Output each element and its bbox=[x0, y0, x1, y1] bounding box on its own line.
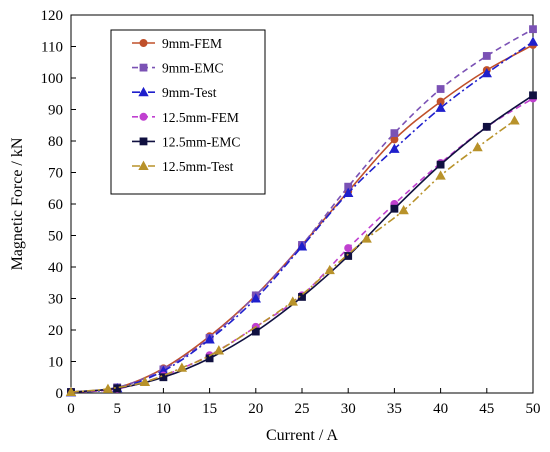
y-tick-label: 90 bbox=[48, 103, 63, 119]
y-tick-label: 60 bbox=[48, 197, 63, 213]
data-point bbox=[102, 383, 114, 393]
data-point bbox=[344, 252, 353, 260]
y-tick-label: 20 bbox=[48, 323, 63, 339]
y-tick-label: 0 bbox=[56, 386, 64, 402]
legend-label: 12.5mm-FEM bbox=[162, 110, 239, 125]
legend-marker bbox=[138, 160, 149, 171]
x-axis-ticks: 0 5 10 15 20 25 30 35 40 45 50 bbox=[67, 388, 541, 417]
legend-marker bbox=[139, 112, 148, 121]
legend-label: 12.5mm-Test bbox=[162, 159, 234, 174]
x-tick-label: 20 bbox=[248, 401, 263, 417]
series-12.5mm-Test bbox=[65, 115, 520, 397]
data-point bbox=[324, 264, 335, 275]
legend: 9mm-FEM 9mm-EMC 9mm-Test 12.5mm-FEM 12.5mm-E… bbox=[110, 29, 266, 195]
y-tick-label: 120 bbox=[41, 8, 64, 24]
data-point bbox=[436, 85, 445, 93]
data-point bbox=[529, 25, 537, 34]
data-point bbox=[251, 327, 260, 336]
y-tick-label: 10 bbox=[48, 355, 63, 371]
data-point bbox=[296, 241, 308, 251]
y-tick-label: 80 bbox=[48, 134, 63, 150]
legend-label: 9mm-FEM bbox=[162, 36, 222, 51]
data-point bbox=[435, 170, 446, 180]
y-tick-label: 40 bbox=[48, 260, 63, 276]
y-axis-ticks: 0 10 20 30 40 50 60 70 80 90 100 110 120 bbox=[41, 8, 76, 402]
data-point bbox=[344, 244, 353, 253]
data-point bbox=[250, 293, 261, 303]
data-point bbox=[390, 204, 399, 213]
x-tick-label: 25 bbox=[295, 401, 310, 417]
y-tick-label: 100 bbox=[41, 71, 64, 87]
data-point bbox=[204, 334, 215, 344]
data-point bbox=[343, 187, 354, 197]
legend-label: 12.5mm-EMC bbox=[162, 134, 240, 149]
data-point bbox=[113, 384, 122, 393]
y-tick-label: 70 bbox=[48, 166, 63, 182]
y-axis-label: Magnetic Force / kN bbox=[9, 137, 26, 270]
data-point bbox=[529, 91, 537, 100]
y-tick-label: 110 bbox=[41, 40, 63, 56]
data-point bbox=[398, 204, 409, 215]
y-tick-label: 30 bbox=[48, 292, 63, 308]
legend-marker bbox=[138, 86, 149, 97]
data-point bbox=[389, 143, 400, 153]
x-tick-label: 45 bbox=[479, 401, 494, 417]
x-tick-label: 0 bbox=[67, 401, 75, 417]
x-tick-label: 35 bbox=[387, 401, 402, 417]
legend-marker bbox=[139, 63, 148, 72]
data-point bbox=[481, 67, 492, 78]
x-tick-label: 10 bbox=[156, 401, 171, 417]
data-point bbox=[482, 52, 491, 60]
data-point bbox=[361, 233, 372, 243]
legend-label: 9mm-Test bbox=[162, 85, 217, 100]
legend-entry: 9mm-EMC bbox=[132, 61, 224, 76]
data-point bbox=[472, 141, 483, 152]
legend-entry: 9mm-Test bbox=[132, 85, 217, 100]
x-tick-label: 40 bbox=[433, 401, 448, 417]
data-point bbox=[287, 296, 298, 306]
data-point bbox=[176, 362, 188, 372]
legend-marker bbox=[139, 137, 148, 146]
series-layer bbox=[65, 25, 539, 397]
data-point bbox=[65, 386, 77, 397]
legend-entry: 9mm-FEM bbox=[132, 36, 222, 51]
x-tick-label: 50 bbox=[526, 401, 541, 417]
data-point bbox=[482, 122, 491, 131]
data-point bbox=[509, 115, 520, 125]
x-tick-label: 30 bbox=[341, 401, 356, 417]
x-tick-label: 15 bbox=[202, 401, 217, 417]
legend-entry: 12.5mm-Test bbox=[132, 159, 234, 174]
data-point bbox=[527, 36, 539, 46]
data-point bbox=[390, 129, 399, 138]
legend-marker bbox=[139, 39, 148, 48]
data-point bbox=[139, 376, 151, 386]
data-point bbox=[435, 102, 446, 112]
y-tick-label: 50 bbox=[48, 229, 63, 245]
x-tick-label: 5 bbox=[113, 401, 121, 417]
legend-entry: 12.5mm-EMC bbox=[132, 134, 240, 149]
x-axis-label: Current / A bbox=[266, 427, 338, 444]
legend-label: 9mm-EMC bbox=[162, 61, 224, 76]
legend-entry: 12.5mm-FEM bbox=[132, 110, 239, 125]
data-point bbox=[436, 160, 445, 169]
data-point bbox=[213, 345, 225, 355]
data-point bbox=[159, 373, 168, 382]
